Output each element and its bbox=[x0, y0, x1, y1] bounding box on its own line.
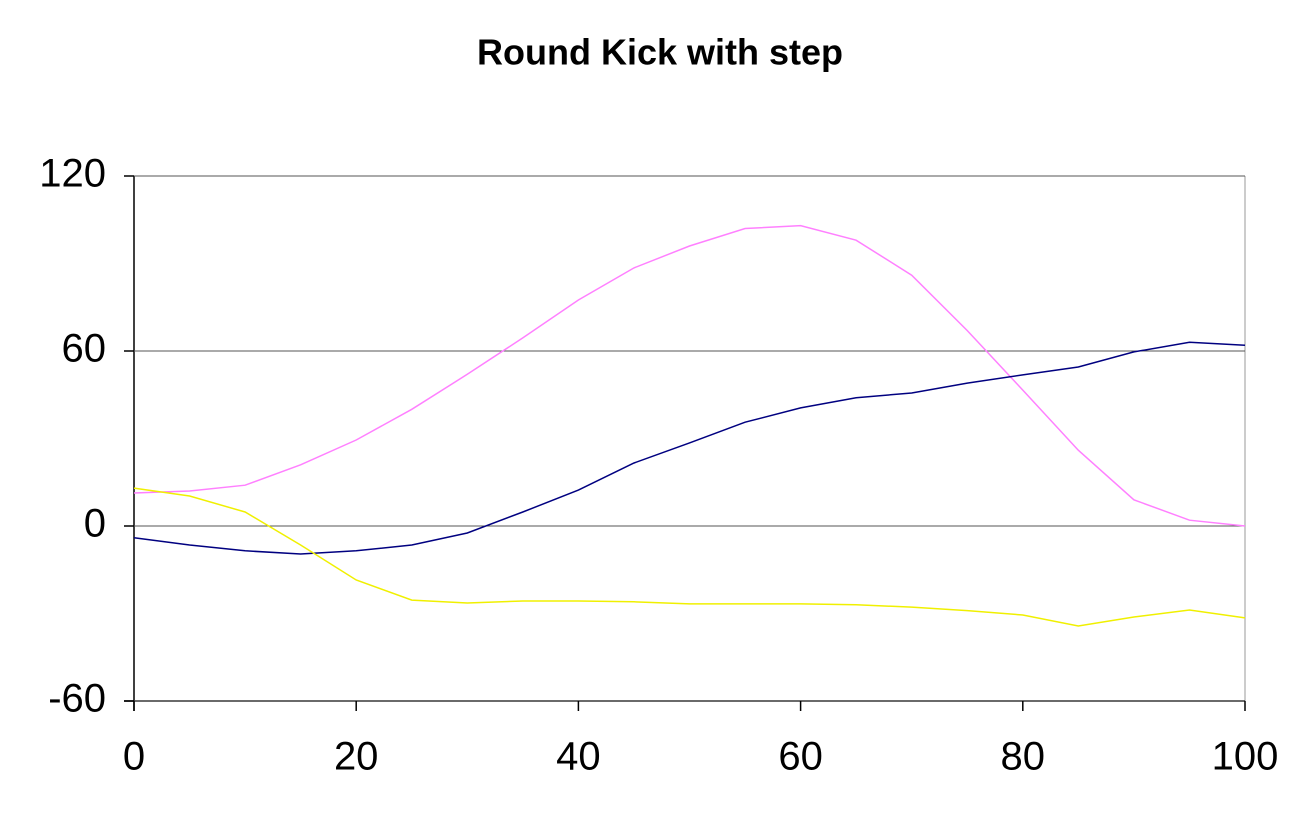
x-tick-label: 0 bbox=[123, 735, 145, 779]
y-tick-label: 60 bbox=[62, 327, 107, 371]
series-line bbox=[133, 341, 1246, 555]
x-tick-label: 40 bbox=[556, 735, 601, 779]
x-tick-label: 20 bbox=[334, 735, 379, 779]
y-tick-label: 0 bbox=[84, 502, 106, 546]
x-tick-label: 60 bbox=[778, 735, 823, 779]
series-line bbox=[133, 224, 1246, 527]
x-tick-label: 80 bbox=[1001, 735, 1046, 779]
y-tick-label: 120 bbox=[39, 152, 106, 196]
chart-title: Round Kick with step bbox=[477, 32, 843, 73]
y-tick-label: -60 bbox=[48, 677, 106, 721]
x-tick-label: 100 bbox=[1212, 735, 1279, 779]
series-line bbox=[133, 487, 1246, 627]
